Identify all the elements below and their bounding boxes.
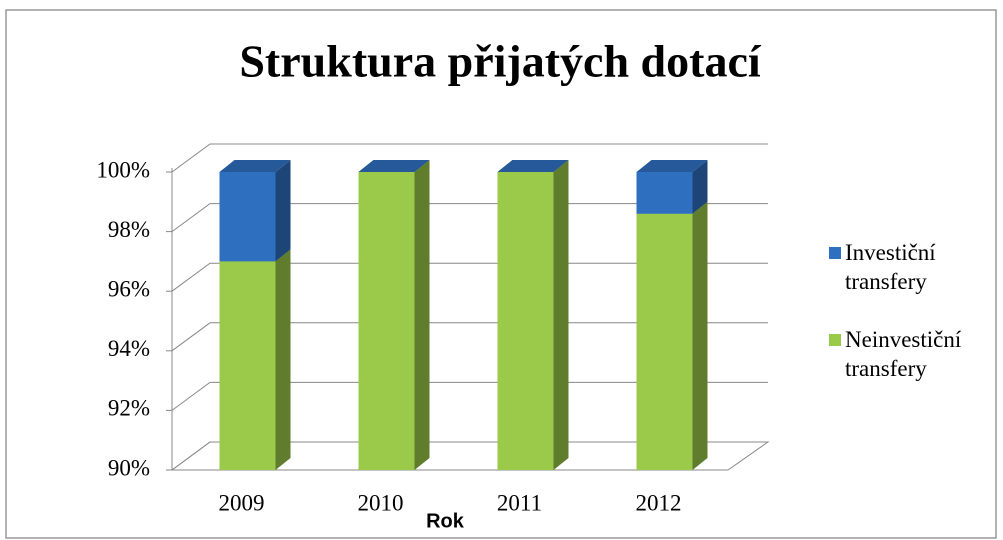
y-tick-label: 96% (108, 276, 150, 301)
bar-face (358, 172, 415, 470)
y-tick-label: 94% (108, 336, 150, 361)
bar-face (497, 172, 554, 470)
bar-face (414, 160, 430, 470)
y-tick-label: 98% (108, 217, 150, 242)
y-tick-label: 90% (108, 455, 150, 480)
bar-face (358, 160, 430, 172)
grid-line (171, 143, 768, 173)
bar (636, 201, 708, 470)
y-tick-label: 92% (108, 396, 150, 421)
legend-swatch (829, 247, 841, 259)
grid-line (171, 262, 768, 292)
x-tick-label: 2010 (358, 490, 404, 515)
grid-line (171, 203, 768, 233)
bar (636, 160, 708, 214)
bar-face (692, 160, 708, 214)
bar-face (692, 201, 708, 470)
bar (358, 160, 430, 470)
bar-face (636, 172, 693, 214)
grid-line (171, 381, 768, 411)
bar-face (219, 172, 276, 262)
legend-label: Investiční transfery (845, 240, 936, 294)
x-tick-label: 2012 (636, 490, 682, 515)
bar (219, 160, 291, 262)
bar (497, 160, 569, 470)
bar-face (497, 160, 569, 172)
x-axis-label: Rok (426, 510, 465, 532)
bar-face (553, 160, 569, 470)
y-tick-label: 100% (96, 157, 150, 182)
bar (219, 249, 291, 470)
x-tick-label: 2009 (219, 490, 265, 515)
bar-face (636, 213, 693, 470)
bar-face (219, 160, 291, 172)
chart-title: Struktura přijatých dotací (239, 36, 762, 87)
bar-face (275, 160, 291, 262)
bar-face (219, 261, 276, 470)
grid-line (171, 441, 768, 471)
legend-swatch (829, 334, 841, 346)
legend-label: Neinvestiční transfery (845, 327, 962, 381)
bar-face (275, 249, 291, 470)
grid-line (171, 322, 768, 352)
bar (358, 160, 430, 172)
bar (497, 160, 569, 172)
x-tick-label: 2011 (497, 490, 542, 515)
bar-face (636, 160, 708, 172)
